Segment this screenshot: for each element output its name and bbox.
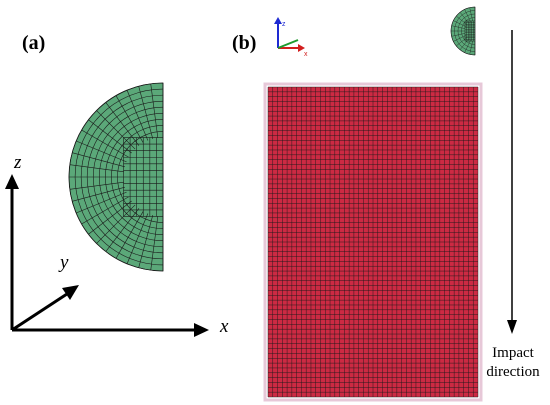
target-plate-border xyxy=(263,82,483,402)
impact-direction-caption: Impact direction xyxy=(476,344,550,382)
svg-text:z: z xyxy=(282,21,286,28)
down-arrow-icon xyxy=(507,30,517,334)
projectile-mesh-a xyxy=(68,82,164,272)
y-axis-label: y xyxy=(60,252,69,273)
projectile-mesh-b xyxy=(450,6,476,56)
panel-a-label: (a) xyxy=(22,32,46,54)
axes-diagram xyxy=(5,174,209,337)
y-axis-line xyxy=(11,290,71,332)
y-axis-arrowhead xyxy=(62,285,79,300)
impact-caption-line2: direction xyxy=(486,364,540,380)
target-plate-mesh xyxy=(267,86,479,398)
impact-caption-line1: Impact xyxy=(492,345,534,361)
z-axis-arrowhead xyxy=(5,174,19,189)
coordinate-triad-icon: z x xyxy=(274,17,308,58)
x-axis-label: x xyxy=(220,316,229,337)
x-axis-arrowhead xyxy=(194,323,209,337)
z-axis-label: z xyxy=(14,152,22,173)
svg-text:x: x xyxy=(304,51,308,58)
panel-b-label: (b) xyxy=(232,32,257,54)
